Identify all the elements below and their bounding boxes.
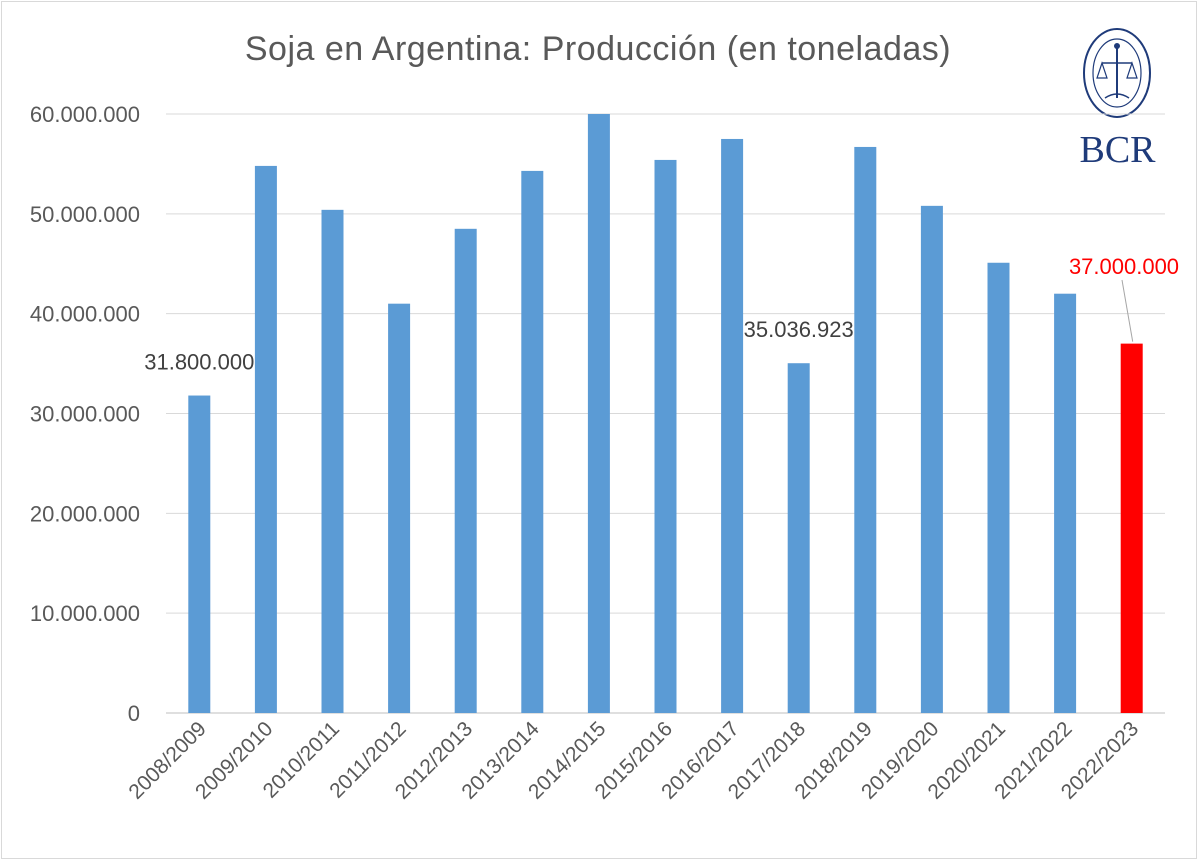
y-tick-label: 0	[128, 701, 140, 726]
y-tick-label: 60.000.000	[30, 102, 140, 127]
bar	[654, 159, 677, 713]
annotation-leader-line	[1121, 279, 1134, 342]
y-tick-label: 40.000.000	[30, 302, 140, 327]
bar	[987, 262, 1010, 713]
bcr-seal-logo	[1083, 28, 1151, 118]
x-axis-ticks: 2008/20092009/20102010/20112011/20122012…	[124, 717, 1143, 804]
bar	[787, 363, 810, 713]
y-tick-label: 50.000.000	[30, 202, 140, 227]
bars	[188, 114, 1143, 714]
bar	[721, 138, 744, 714]
bcr-logo-text: BCR	[1079, 129, 1156, 171]
y-tick-label: 10.000.000	[30, 601, 140, 626]
y-tick-label: 20.000.000	[30, 501, 140, 526]
bar	[454, 228, 477, 713]
bar	[587, 114, 610, 713]
bar	[188, 395, 211, 713]
y-tick-label: 30.000.000	[30, 402, 140, 427]
bar	[521, 170, 544, 713]
bar	[1054, 293, 1077, 713]
bar	[854, 146, 877, 713]
bar	[388, 303, 411, 713]
data-label: 31.800.000	[144, 350, 254, 375]
bar	[254, 165, 277, 713]
data-label: 37.000.000	[1069, 254, 1179, 279]
data-label: 35.036.923	[744, 317, 854, 342]
bar	[321, 209, 344, 713]
annotations: 31.800.000 35.036.923 37.000.000	[144, 254, 1179, 375]
y-axis-ticks: 0 10.000.000 20.000.000 30.000.000 40.000.00…	[30, 102, 140, 726]
bar	[1120, 343, 1143, 713]
chart-title: Soja en Argentina: Producción (en tonela…	[244, 30, 952, 68]
bar	[920, 205, 943, 713]
